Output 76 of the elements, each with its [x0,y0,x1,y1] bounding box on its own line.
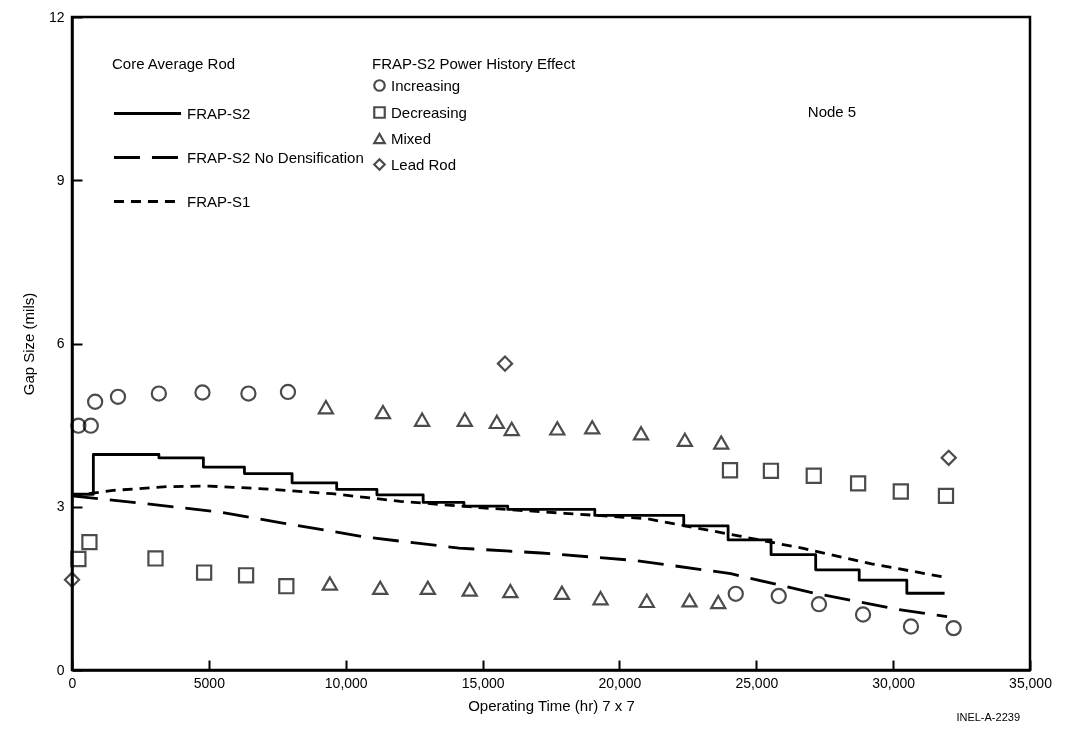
point [82,417,99,434]
x-tick-label: 0 [68,674,77,691]
point [854,606,872,623]
point [770,587,787,605]
point [592,590,609,606]
y-tick-label: 3 [56,498,65,515]
point [70,417,87,434]
point [488,414,505,430]
point [461,582,478,597]
point [374,404,392,420]
legend-label: Lead Rod [391,155,457,173]
point [279,383,297,401]
annotation: FRAP-S2 Power History Effect [372,55,576,72]
legend-label: Increasing [391,76,461,94]
point [676,432,694,448]
point [419,580,436,596]
point [937,487,955,505]
x-tick-label: 15,000 [461,674,505,691]
point [150,385,168,402]
point [63,571,81,588]
point [638,593,655,609]
point [195,564,213,581]
x-tick-label: 5000 [193,674,226,691]
point [892,483,909,500]
point [70,550,87,568]
point [496,355,514,372]
text: INEL-A-2239 [956,711,1020,723]
point [902,618,920,635]
x-tick-label: 10,000 [324,674,368,691]
point [237,567,255,584]
point [632,426,650,441]
point [413,412,431,427]
point [849,475,867,492]
point [372,580,389,596]
legend-title: Core Average Rod [112,55,236,72]
point [81,533,98,551]
point [710,594,727,610]
point [456,412,473,427]
y-axis-title: Gap Size (mils) [19,292,37,396]
point [945,619,962,637]
point [810,596,828,613]
point [147,550,164,567]
point [503,421,520,437]
point [549,421,566,436]
x-tick-label: 35,000 [1009,674,1053,691]
x-tick-label: 20,000 [598,674,642,691]
y-tick-label: 9 [56,171,65,188]
point [805,467,822,484]
legend-label: FRAP-S2 [187,104,251,122]
point [681,593,698,608]
legend-label: Mixed [391,129,432,147]
y-tick-label: 0 [56,661,65,678]
legend-label: FRAP-S1 [187,192,251,210]
point [553,585,571,600]
point [727,585,744,602]
legend-label: Decreasing [391,103,467,121]
legend-label: FRAP-S2 No Densification [187,148,364,166]
point [321,576,339,591]
point [713,435,730,450]
y-tick-label: 12 [48,8,65,25]
point [109,388,127,405]
point [278,578,295,595]
point [584,420,601,435]
point [502,583,519,599]
point [240,385,257,402]
x-axis-title: Operating Time (hr) 7 x 7 [468,696,635,714]
y-tick-label: 6 [56,335,65,351]
annotation: Node 5 [807,103,857,120]
point [86,393,104,410]
x-tick-label: 30,000 [872,674,916,691]
point [940,449,957,466]
point [721,462,739,479]
point [762,462,780,480]
point [317,399,335,415]
point [194,384,211,401]
x-tick-label: 25,000 [735,674,779,691]
